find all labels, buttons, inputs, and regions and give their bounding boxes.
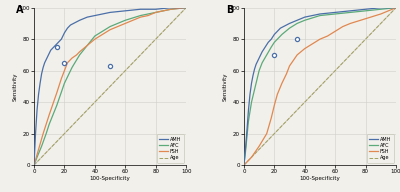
Legend: AMH, AFC, FSH, Age: AMH, AFC, FSH, Age bbox=[367, 134, 394, 163]
Legend: AMH, AFC, FSH, Age: AMH, AFC, FSH, Age bbox=[157, 134, 184, 163]
Text: A: A bbox=[16, 5, 23, 15]
Text: B: B bbox=[226, 5, 233, 15]
Y-axis label: Sensitivity: Sensitivity bbox=[223, 72, 228, 101]
Y-axis label: Sensitivity: Sensitivity bbox=[13, 72, 18, 101]
X-axis label: 100-Specificity: 100-Specificity bbox=[90, 176, 130, 181]
X-axis label: 100-Specificity: 100-Specificity bbox=[300, 176, 340, 181]
